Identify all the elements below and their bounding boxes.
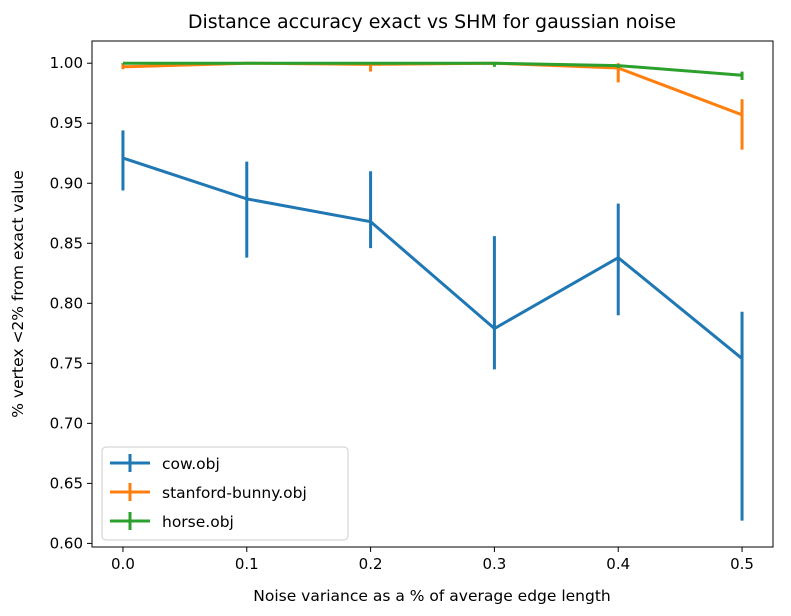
x-tick-label: 0.3 bbox=[482, 555, 506, 573]
series-line bbox=[122, 61, 743, 117]
y-axis-label: % vertex <2% from exact value bbox=[9, 170, 27, 417]
x-tick-label: 0.4 bbox=[606, 555, 630, 573]
y-tick-label: 1.00 bbox=[50, 54, 83, 72]
y-tick-label: 0.90 bbox=[50, 174, 83, 192]
legend-box bbox=[101, 446, 349, 541]
y-tick-label: 0.80 bbox=[50, 294, 83, 312]
plot-frame bbox=[91, 40, 774, 548]
legend-entry: cow.obj bbox=[110, 454, 220, 473]
y-tick-label: 0.60 bbox=[50, 534, 83, 552]
series-cow-obj bbox=[121, 130, 744, 521]
y-tick-label: 0.75 bbox=[50, 354, 83, 372]
x-tick-label: 0.5 bbox=[730, 555, 754, 573]
x-tick-label: 0.1 bbox=[235, 555, 259, 573]
x-axis-label: Noise variance as a % of average edge le… bbox=[253, 587, 611, 605]
x-tick-label: 0.0 bbox=[111, 555, 135, 573]
series-line bbox=[122, 156, 743, 360]
legend: cow.obj stanford-bunny.obj horse.obj bbox=[101, 446, 349, 541]
legend-label: stanford-bunny.obj bbox=[162, 484, 307, 502]
x-axis: 0.0 0.1 0.2 0.3 0.4 0.5 bbox=[111, 547, 754, 573]
y-tick-label: 0.70 bbox=[50, 414, 83, 432]
legend-entry: horse.obj bbox=[110, 512, 234, 531]
y-tick-label: 0.85 bbox=[50, 234, 83, 252]
series-layer bbox=[121, 61, 744, 521]
y-axis: 0.60 0.65 0.70 0.75 0.80 0.85 0.90 0.95 1.00 bbox=[50, 54, 92, 552]
series-line bbox=[122, 61, 743, 77]
chart-title: Distance accuracy exact vs SHM for gauss… bbox=[188, 11, 676, 33]
x-tick-label: 0.2 bbox=[359, 555, 383, 573]
legend-label: cow.obj bbox=[162, 455, 220, 473]
y-tick-label: 0.95 bbox=[50, 114, 83, 132]
series-horse-obj bbox=[121, 61, 744, 81]
legend-entry: stanford-bunny.obj bbox=[110, 483, 307, 502]
y-tick-label: 0.65 bbox=[50, 474, 83, 492]
legend-label: horse.obj bbox=[162, 513, 234, 531]
series-stanford-bunny-obj bbox=[121, 61, 744, 150]
